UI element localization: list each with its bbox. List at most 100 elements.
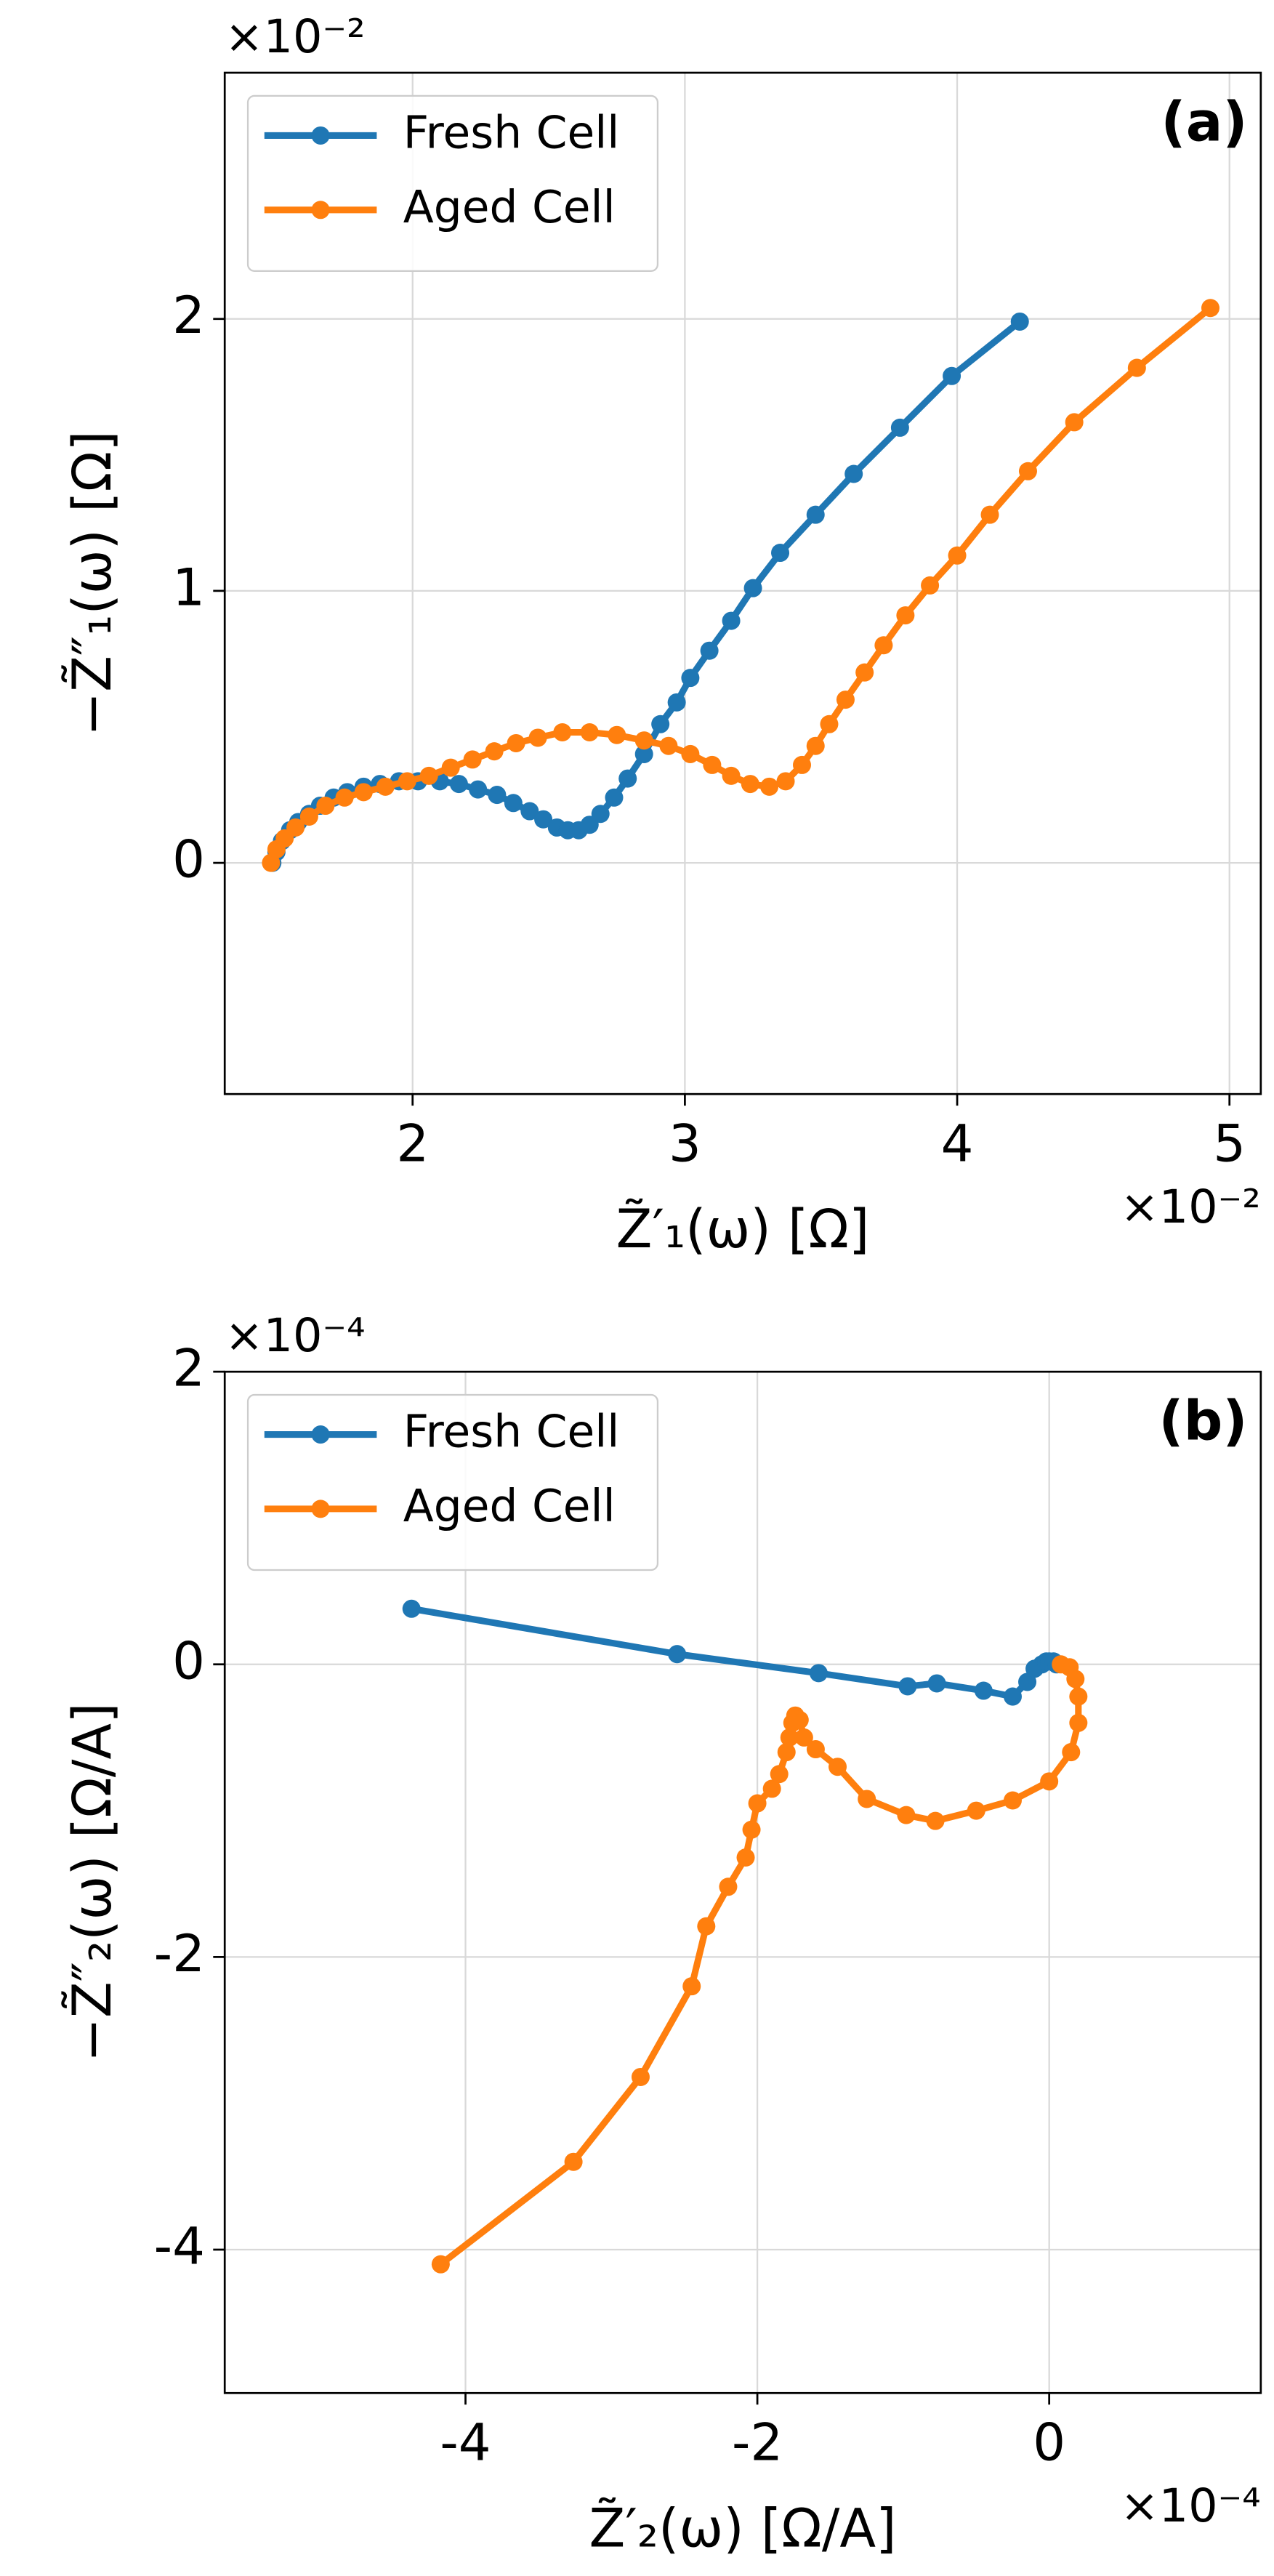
x-tick-label: -4 [440, 2413, 491, 2473]
data-point [703, 755, 722, 774]
data-point [631, 2067, 650, 2086]
data-point [681, 744, 700, 763]
legend-marker [311, 126, 330, 145]
data-point [335, 788, 354, 807]
y-offset-label: ×10⁻² [225, 10, 365, 64]
data-point [760, 777, 779, 796]
legend-marker [311, 1500, 330, 1518]
data-point [316, 797, 335, 816]
data-point [668, 1645, 687, 1664]
data-point [896, 606, 915, 625]
axes-frame [223, 71, 1262, 1095]
x-offset-label: ×10⁻⁴ [1120, 2479, 1260, 2533]
data-point [874, 636, 893, 655]
data-point [1003, 1791, 1022, 1810]
data-point [948, 546, 967, 565]
data-point [463, 750, 482, 769]
data-point [488, 786, 507, 805]
data-point [974, 1681, 993, 1700]
panel: 2 3 4 5 0 1 2 (a) ×10⁻² ×10⁻² Z̃′₁(ω) [Ω] −Z̃″₁(ω) … [62, 10, 1262, 1260]
x-offset-label: ×10⁻² [1120, 1180, 1260, 1234]
data-point [507, 733, 525, 752]
data-point [376, 777, 395, 796]
data-point [943, 366, 961, 385]
data-point [719, 1877, 738, 1896]
data-point [1003, 1687, 1022, 1706]
data-point [354, 783, 373, 802]
data-point [591, 805, 610, 824]
data-point [605, 788, 624, 807]
data-point [419, 766, 438, 785]
data-point [790, 1710, 809, 1729]
data-point [792, 755, 812, 774]
legend-box [246, 1393, 659, 1571]
panel-label: (a) [1161, 89, 1247, 153]
data-point [618, 769, 637, 788]
axes-frame [223, 1370, 1262, 2394]
data-point [820, 715, 839, 733]
data-point [286, 818, 305, 837]
data-point [1065, 413, 1084, 432]
data-point [1069, 1713, 1088, 1732]
data-point [681, 669, 700, 688]
legend-marker [311, 1425, 330, 1444]
data-point [722, 611, 741, 630]
data-point [469, 780, 488, 799]
data-point [441, 758, 460, 777]
data-point [806, 505, 825, 524]
data-point [722, 766, 741, 785]
data-point [528, 728, 547, 747]
y-tick-label: 2 [172, 1339, 205, 1398]
data-point [748, 1794, 767, 1813]
data-point [534, 810, 553, 829]
x-tick-label: 3 [669, 1114, 701, 1173]
data-point [836, 691, 855, 709]
legend-box [246, 94, 659, 273]
data-point [762, 1779, 781, 1798]
data-point [771, 544, 790, 563]
data-point [564, 2152, 583, 2171]
y-tick-label: 0 [172, 830, 205, 890]
data-point [608, 725, 626, 744]
data-point [1040, 1772, 1059, 1791]
data-point [553, 723, 572, 742]
panel-label: (b) [1158, 1388, 1247, 1452]
data-point [700, 641, 719, 660]
data-point [794, 1728, 813, 1747]
data-point [299, 807, 318, 826]
data-point [967, 1801, 985, 1820]
data-point [844, 464, 863, 483]
data-point [927, 1674, 946, 1693]
legend-label: Fresh Cell [403, 1406, 620, 1458]
data-point [1052, 1655, 1071, 1674]
data-point [485, 742, 504, 761]
data-point [921, 576, 940, 595]
y-axis-label: −Z̃″₁(ω) [Ω] [62, 430, 124, 736]
data-point [806, 1740, 825, 1759]
legend-marker [311, 201, 330, 220]
data-point [682, 1977, 701, 1996]
data-point [634, 731, 653, 750]
data-point [897, 1806, 916, 1824]
data-point [741, 775, 759, 794]
x-axis-label: Z̃′₁(ω) [Ω] [616, 1199, 870, 1260]
y-tick-label: 1 [172, 558, 205, 617]
data-point [890, 418, 909, 437]
data-point [777, 1743, 796, 1762]
data-point [736, 1848, 755, 1867]
data-point [858, 1790, 876, 1808]
data-point [697, 1917, 716, 1936]
data-point [659, 736, 678, 755]
data-point [1127, 358, 1146, 377]
data-point [743, 579, 762, 597]
x-tick-label: 5 [1213, 1114, 1246, 1173]
y-tick-label: -4 [154, 2217, 205, 2277]
data-point [504, 794, 523, 813]
x-tick-label: 2 [396, 1114, 429, 1173]
data-point [776, 772, 795, 791]
data-point [806, 736, 825, 755]
data-point [1062, 1743, 1081, 1762]
y-axis-label: −Z̃″₂(ω) [Ω/A] [62, 1702, 124, 2062]
x-tick-label: 4 [941, 1114, 974, 1173]
